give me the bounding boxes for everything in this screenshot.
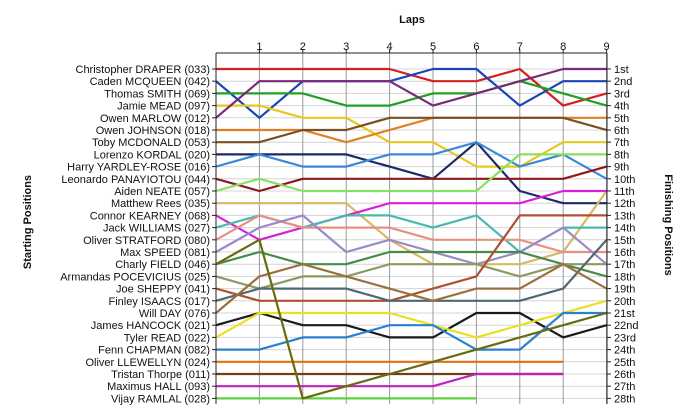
- finish-label: 7th: [614, 137, 629, 149]
- finish-label: 6th: [614, 125, 629, 137]
- start-label: Finley ISAACS (017): [109, 296, 210, 308]
- driver-line: [215, 189, 607, 241]
- x-tick-labels: 1 2 3 4 5 6 7 8 9: [256, 41, 609, 53]
- finish-label: 12th: [614, 198, 635, 210]
- driver-line: [215, 239, 608, 302]
- driver-line: [215, 263, 607, 290]
- driver-line: [215, 67, 607, 119]
- start-labels: Christopher DRAPER (033)Caden MCQUEEN (0…: [60, 64, 216, 405]
- driver-line: [216, 372, 564, 388]
- driver-line: [216, 80, 607, 107]
- finish-label: 14th: [614, 223, 635, 235]
- driver-line: [216, 104, 607, 168]
- finish-label: 1st: [614, 64, 629, 76]
- finish-label: 9th: [614, 162, 629, 174]
- start-label: Owen MARLOW (012): [100, 113, 210, 125]
- finish-label: 8th: [614, 149, 629, 161]
- finish-label: 26th: [614, 369, 635, 381]
- finish-label: 2nd: [614, 76, 632, 88]
- finish-label: 3rd: [614, 88, 630, 100]
- finish-label: 20th: [614, 296, 635, 308]
- driver-line: [215, 263, 608, 314]
- finish-label: 27th: [614, 381, 635, 393]
- start-label: Max SPEED (081): [120, 247, 210, 259]
- start-label: Joe SHEPPY (041): [116, 284, 210, 296]
- finish-label: 28th: [614, 393, 635, 405]
- finish-labels: 1st2nd3rd4th5th6th7th8th9th10th11th12th1…: [607, 64, 638, 405]
- driver-line: [215, 67, 607, 119]
- start-label: Leonardo PANAYIOTOU (044): [61, 174, 210, 186]
- start-label: Connor KEARNEY (068): [90, 210, 210, 222]
- chart-title: Laps: [399, 14, 425, 26]
- lap-tick-label: 7: [517, 41, 523, 53]
- start-label: Thomas SMITH (069): [104, 88, 210, 100]
- start-label: Lorenzo KORDAL (020): [94, 149, 210, 161]
- lap-tick-label: 8: [560, 41, 566, 53]
- left-axis-label: Starting Positions: [22, 175, 34, 269]
- driver-line: [215, 214, 608, 266]
- start-label: Owen JOHNSON (018): [96, 125, 210, 137]
- start-label: Jamie MEAD (097): [117, 101, 210, 113]
- finish-label: 19th: [614, 284, 635, 296]
- finish-label: 11th: [614, 186, 635, 198]
- start-label: Oliver LLEWELLYN (024): [85, 357, 210, 369]
- axes: [215, 52, 608, 404]
- driver-line: [215, 299, 607, 339]
- start-label: Vijay RAMLAL (028): [111, 393, 210, 405]
- lap-tick-label: 5: [430, 41, 436, 53]
- series-lines: [215, 67, 608, 400]
- driver-line: [215, 250, 607, 278]
- start-label: Matthew Rees (035): [111, 198, 210, 210]
- start-label: Tyler READ (022): [124, 332, 210, 344]
- start-label: Armandas POCEVICIUS (025): [60, 271, 210, 283]
- finish-label: 13th: [614, 210, 635, 222]
- finish-label: 22nd: [614, 320, 638, 332]
- start-label: Caden MCQUEEN (042): [90, 76, 210, 88]
- finish-label: 23rd: [614, 332, 636, 344]
- lap-tick-label: 2: [300, 41, 306, 53]
- start-label: Maximus HALL (093): [107, 381, 210, 393]
- start-label: Christopher DRAPER (033): [76, 64, 211, 76]
- driver-line: [215, 153, 607, 193]
- finish-label: 15th: [614, 235, 635, 247]
- start-label: Jack WILLIAMS (027): [103, 223, 210, 235]
- start-label: Will DAY (076): [139, 308, 210, 320]
- finish-label: 16th: [614, 247, 635, 259]
- start-label: Charly FIELD (046): [115, 259, 210, 271]
- start-label: Fenn CHAPMAN (082): [98, 345, 210, 357]
- finish-label: 18th: [614, 271, 635, 283]
- driver-line: [215, 238, 607, 400]
- lap-tick-label: 6: [473, 41, 479, 53]
- finish-label: 17th: [614, 259, 635, 271]
- driver-line: [215, 141, 608, 180]
- lap-tick-label: 3: [343, 41, 349, 53]
- lap-tick-label: 4: [387, 41, 393, 53]
- start-label: Oliver STRATFORD (080): [83, 235, 210, 247]
- finish-label: 5th: [614, 113, 629, 125]
- start-label: Tristan Thorpe (011): [111, 369, 210, 381]
- finish-label: 25th: [614, 357, 635, 369]
- finish-label: 21st: [614, 308, 635, 320]
- driver-line: [216, 116, 607, 144]
- start-label: James HANCOCK (021): [91, 320, 210, 332]
- finish-label: 24th: [614, 345, 635, 357]
- start-label: Aiden NEATE (057): [114, 186, 210, 198]
- finish-label: 10th: [614, 174, 635, 186]
- start-label: Harry YARDLEY-ROSE (016): [67, 162, 210, 174]
- right-axis-label: Finishing Positions: [662, 174, 674, 275]
- finish-label: 4th: [614, 101, 629, 113]
- lap-tick-label: 9: [604, 41, 610, 53]
- start-label: Toby MCDONALD (053): [92, 137, 210, 149]
- lap-tick-label: 1: [256, 41, 262, 53]
- grid: [216, 49, 608, 404]
